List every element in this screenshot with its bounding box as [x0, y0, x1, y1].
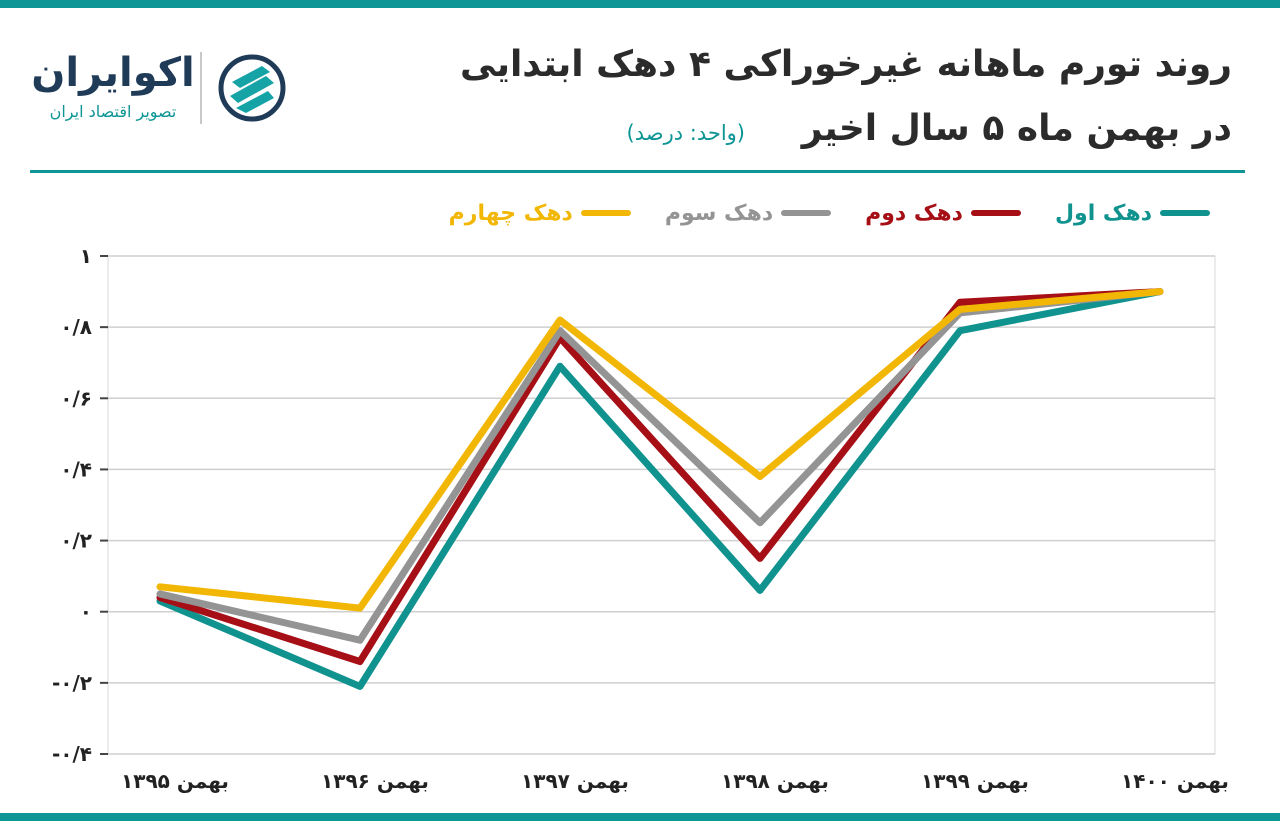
series-line: [156, 288, 1164, 644]
legend-label: دهک چهارم: [448, 200, 573, 226]
ecoiran-logo-icon: [218, 54, 286, 122]
data-point: [1156, 288, 1164, 295]
series-line: [156, 288, 1164, 612]
data-point: [956, 327, 964, 334]
data-point: [156, 583, 164, 591]
data-point: [356, 604, 364, 612]
top-accent-bar: [0, 0, 1280, 8]
legend-item: دهک دوم: [865, 196, 1021, 230]
data-point: [556, 316, 564, 324]
data-point: [356, 636, 364, 644]
y-tick-label: ۰/۸: [60, 315, 92, 339]
y-tick-label: ۰: [80, 600, 92, 624]
chart-title: روند تورم ماهانه غیرخوراکی ۴ دهک ابتدایی: [460, 44, 1232, 85]
y-tick-label: ۰/۲: [60, 529, 92, 553]
x-tick-label: بهمن ۱۳۹۵: [121, 769, 229, 793]
y-tick-label: ۱: [80, 244, 92, 268]
data-point: [356, 658, 364, 665]
legend-label: دهک اول: [1054, 200, 1152, 226]
y-tick-label: ۰/۶: [60, 386, 92, 410]
data-point: [756, 473, 764, 480]
plot-frame: [107, 255, 1216, 755]
chart-legend: دهک اول دهک دوم دهک سوم دهک چهارم: [300, 196, 1210, 230]
series-line: [156, 288, 1164, 666]
unit-label: (واحد: درصد): [626, 121, 745, 145]
data-point: [756, 519, 764, 526]
x-tick-label: بهمن ۱۳۹۷: [521, 769, 629, 793]
x-tick-label: بهمن ۱۳۹۶: [321, 769, 429, 793]
data-point: [956, 306, 964, 313]
data-point: [756, 555, 764, 562]
legend-swatch: [970, 210, 1021, 216]
logo-name: اکوایران: [31, 50, 195, 96]
legend-label: دهک دوم: [865, 200, 963, 226]
legend-label: دهک سوم: [664, 200, 774, 226]
logo-tagline: تصویر اقتصاد ایران: [49, 102, 177, 121]
x-tick-label: بهمن ۱۳۹۹: [921, 769, 1029, 793]
x-tick-label: بهمن ۱۳۹۸: [721, 769, 829, 793]
legend-swatch: [781, 210, 832, 216]
y-tick-label: -۰/۴: [52, 742, 92, 766]
chart-subtitle: در بهمن ماه ۵ سال اخیر: [801, 108, 1232, 149]
data-point: [956, 299, 964, 306]
legend-swatch: [1160, 210, 1210, 216]
logo-divider: [200, 52, 202, 124]
data-point: [556, 363, 564, 370]
data-point: [756, 587, 764, 594]
header-divider: [30, 170, 1245, 173]
y-tick-label: ۰/۴: [60, 457, 92, 481]
data-point: [356, 683, 364, 690]
data-point: [556, 327, 564, 334]
legend-item: دهک سوم: [664, 196, 832, 230]
legend-item: دهک چهارم: [449, 196, 631, 230]
series-line: [156, 288, 1164, 690]
bottom-accent-bar: [0, 813, 1280, 821]
y-tick-label: -۰/۲: [52, 671, 92, 695]
data-point: [156, 590, 164, 598]
x-tick-label: بهمن ۱۴۰۰: [1121, 769, 1229, 793]
legend-swatch: [580, 210, 631, 216]
logo: اکوایران تصویر اقتصاد ایران: [28, 42, 298, 137]
legend-item: دهک اول: [1055, 196, 1210, 230]
